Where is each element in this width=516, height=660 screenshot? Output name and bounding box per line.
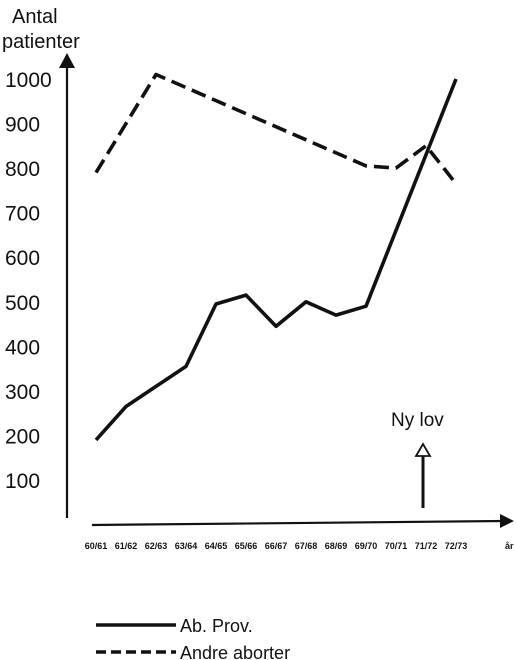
y-tick-label: 200 — [5, 425, 40, 448]
y-tick-label: 1000 — [5, 69, 52, 92]
x-tick-label: 71/72 — [415, 541, 438, 551]
x-tick-label: 68/69 — [325, 541, 348, 551]
series-line-ab-prov — [94, 78, 458, 442]
y-tick-label: 700 — [5, 203, 40, 226]
x-tick-label: 66/67 — [265, 541, 288, 551]
x-tick-label: 67/68 — [295, 541, 318, 551]
x-tick-label: 70/71 — [385, 541, 408, 551]
y-axis-label-line-1: Antal — [12, 6, 58, 28]
y-tick-label: 900 — [5, 114, 40, 137]
plot-lines — [94, 72, 458, 442]
x-axis-suffix: år — [505, 541, 514, 551]
y-tick-label: 300 — [5, 381, 40, 404]
series-line-andre-aborter — [94, 72, 458, 185]
x-tick-label: 72/73 — [445, 541, 468, 551]
x-tick-label: 63/64 — [175, 541, 198, 551]
x-tick-label: 62/63 — [145, 541, 168, 551]
x-tick-label: 64/65 — [205, 541, 228, 551]
y-tick-label: 400 — [5, 336, 40, 359]
legend-item-ab-prov: Ab. Prov. — [96, 616, 253, 636]
y-tick-labels: 100 200 300 400 500 600 700 800 900 1000 — [5, 69, 52, 493]
legend-item-andre-aborter: Andre aborter — [96, 643, 290, 660]
annotation-text: Ny lov — [391, 410, 444, 431]
x-tick-labels: 60/61 61/62 62/63 63/64 64/65 65/66 66/67 67/68… — [85, 541, 514, 551]
y-tick-label: 800 — [5, 158, 40, 181]
y-tick-label: 500 — [5, 292, 40, 315]
x-axis — [91, 514, 514, 528]
y-tick-label: 600 — [5, 247, 40, 270]
y-axis — [59, 53, 75, 518]
legend-label-ab-prov: Ab. Prov. — [180, 616, 253, 636]
legend-label-andre-aborter: Andre aborter — [180, 643, 290, 660]
x-tick-label: 60/61 — [85, 541, 108, 551]
x-tick-label: 61/62 — [115, 541, 138, 551]
x-tick-label: 65/66 — [235, 541, 258, 551]
y-tick-label: 100 — [5, 470, 40, 493]
legend: Ab. Prov. Andre aborter — [96, 616, 290, 660]
y-axis-label-line-2: patienter — [2, 31, 80, 53]
x-tick-label: 69/70 — [355, 541, 378, 551]
law-annotation: Ny lov — [391, 410, 444, 508]
